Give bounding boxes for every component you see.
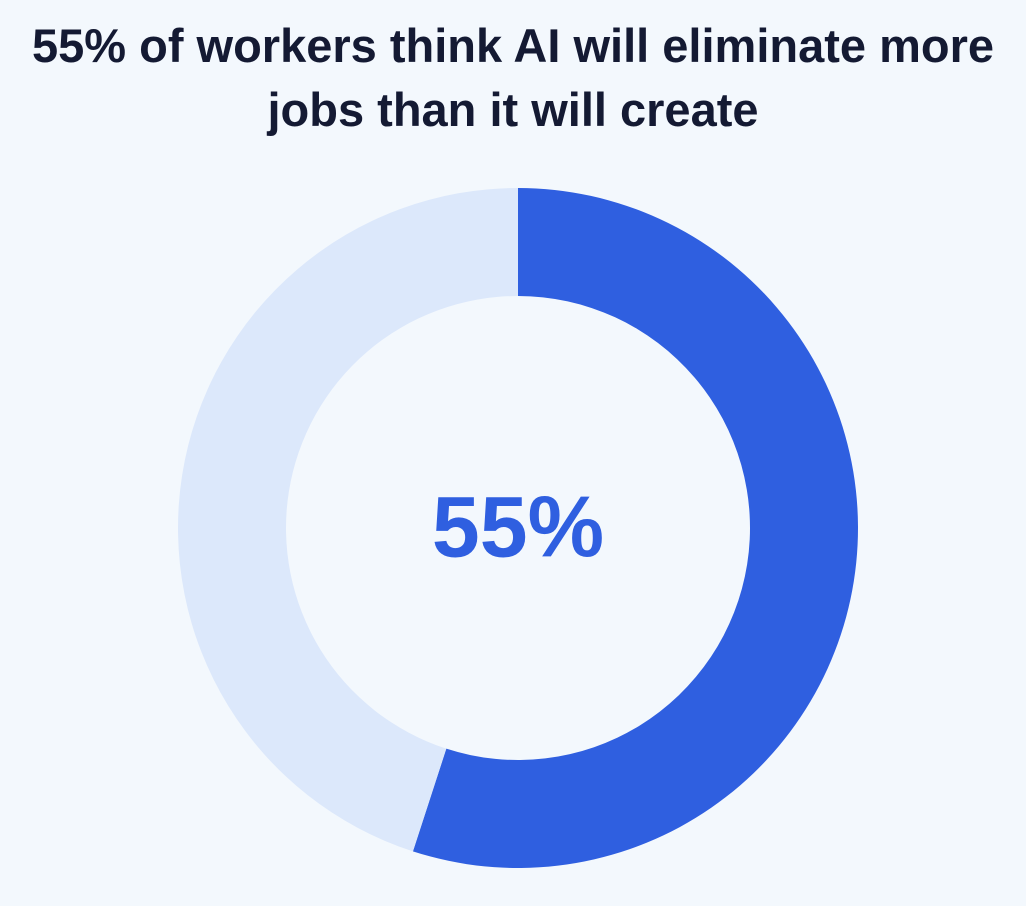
- center-label: 55%: [432, 480, 604, 576]
- chart-title: 55% of workers think AI will eliminate m…: [31, 19, 995, 136]
- donut-segment: [178, 188, 518, 852]
- donut-segment: [412, 188, 859, 869]
